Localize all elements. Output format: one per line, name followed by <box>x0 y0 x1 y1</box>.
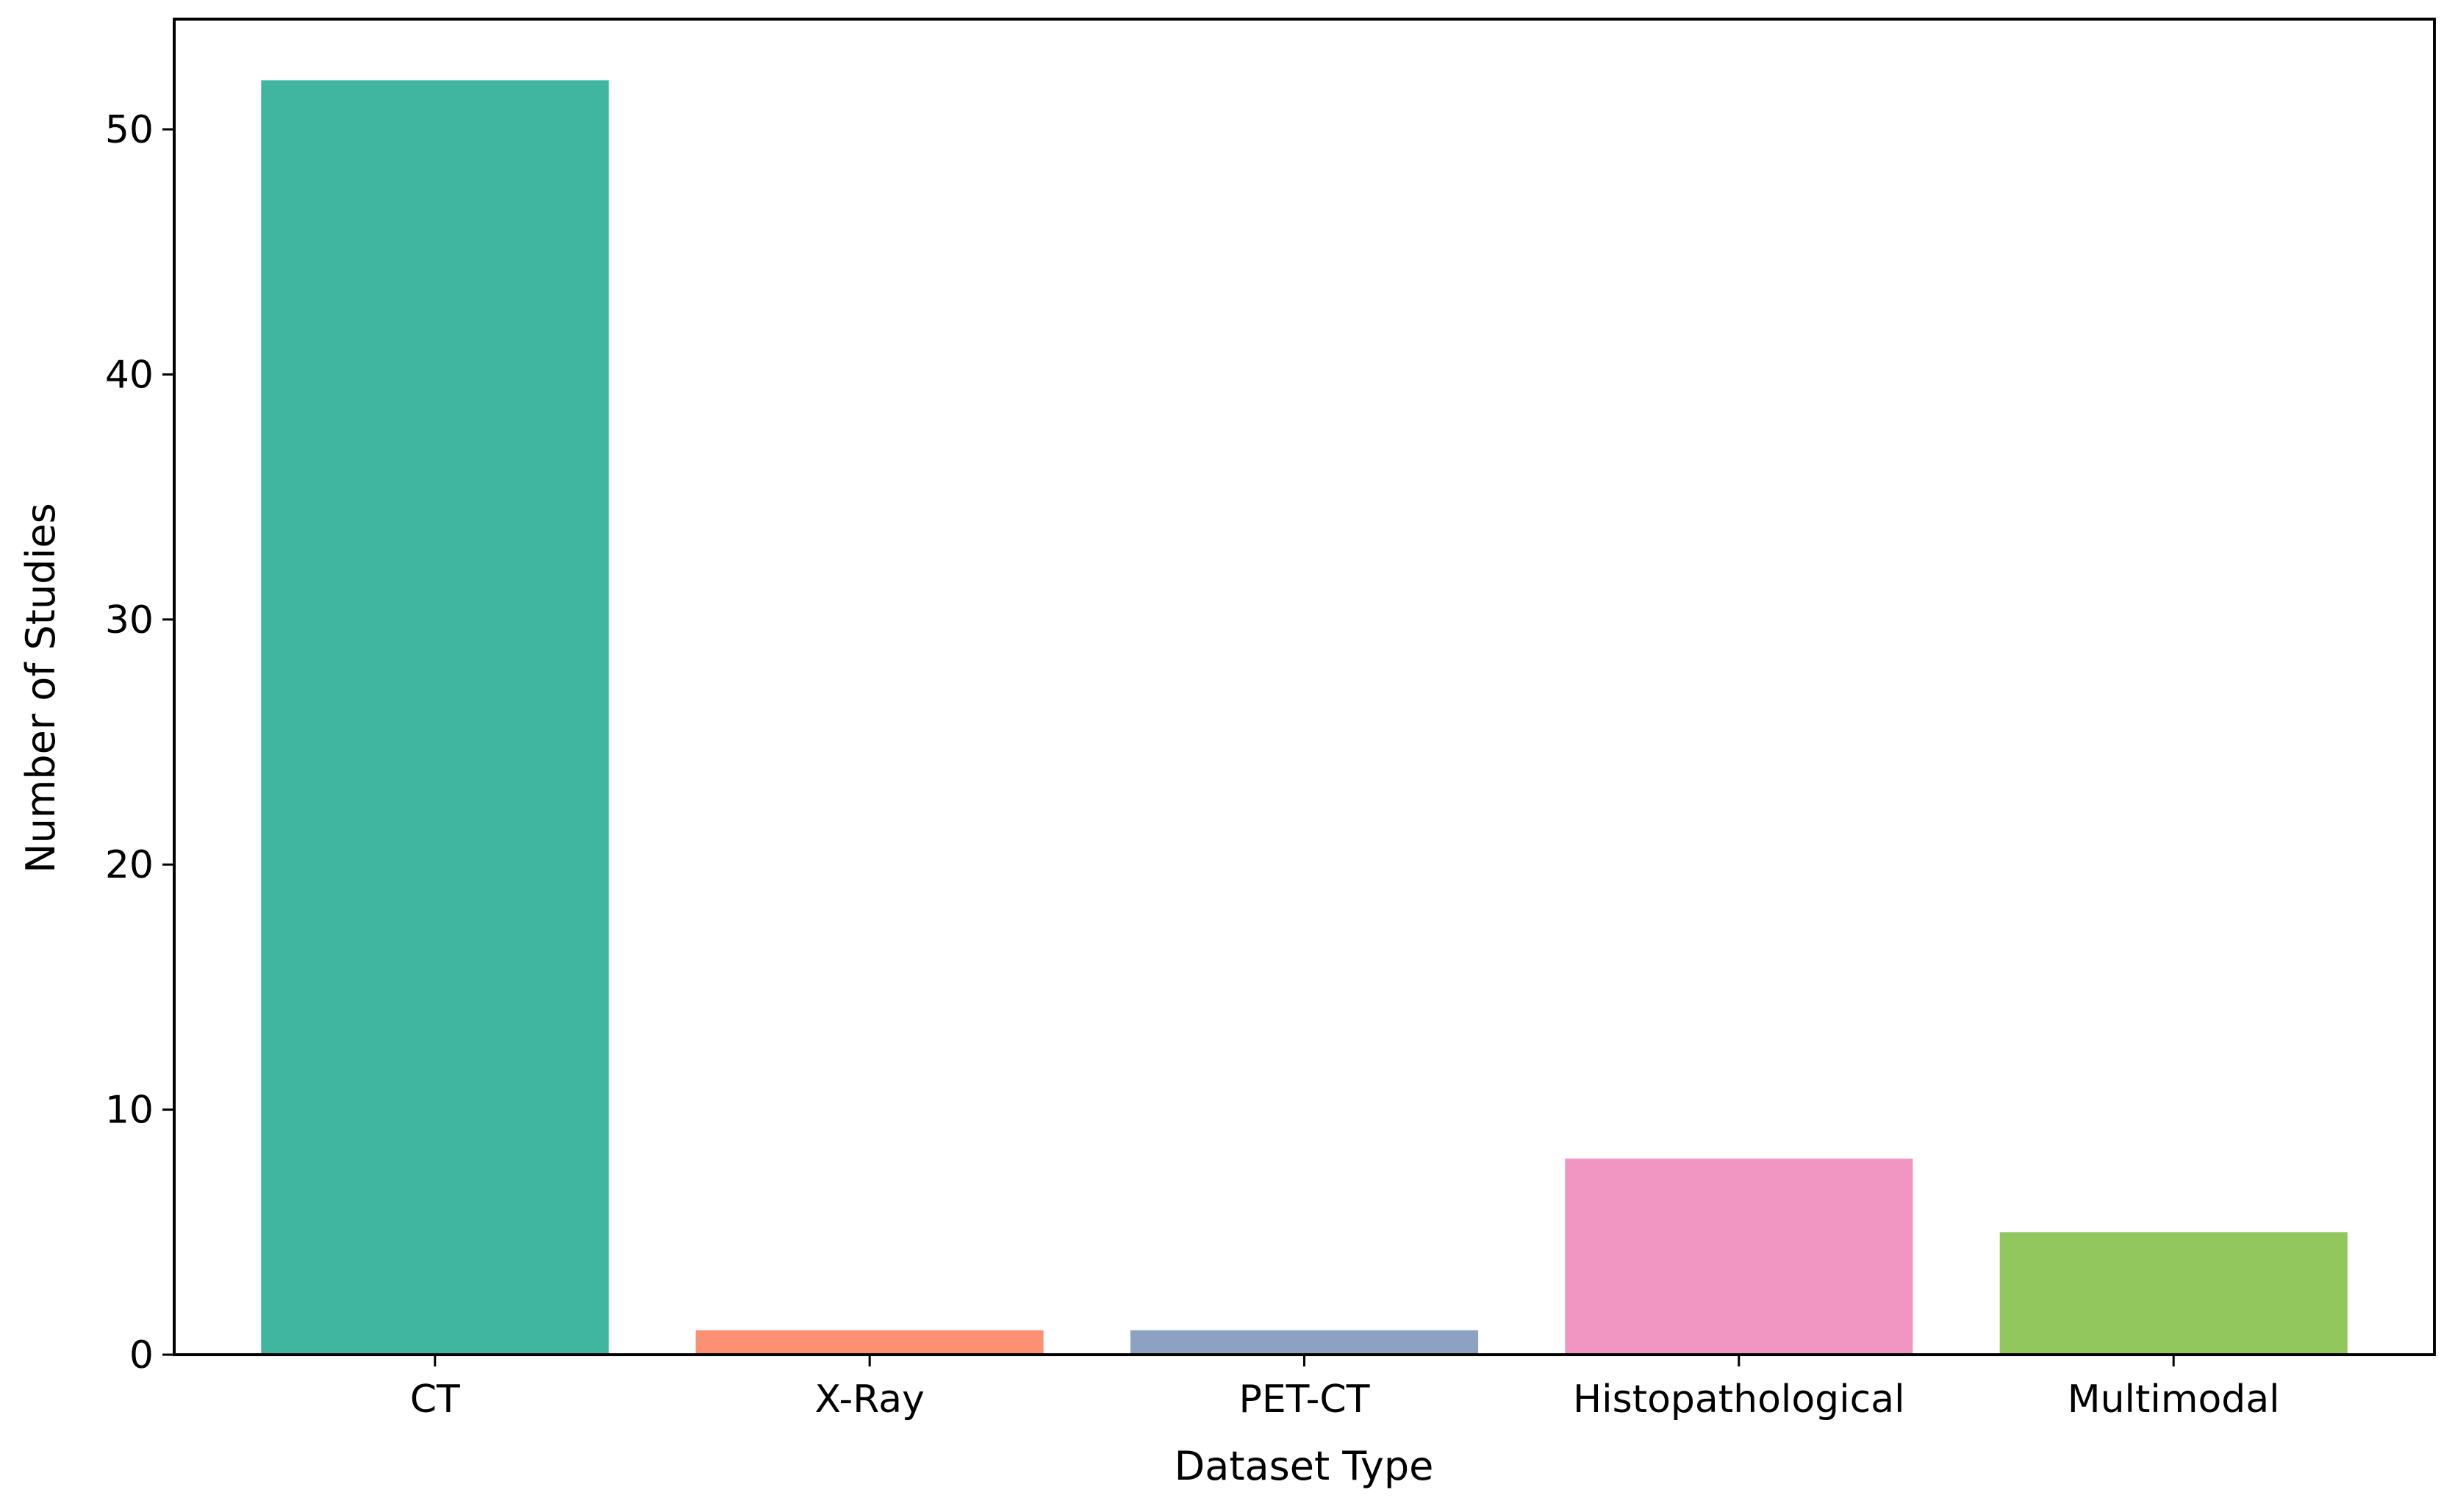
x-axis-label: Dataset Type <box>1175 1443 1434 1489</box>
y-axis-label: Number of Studies <box>18 503 64 873</box>
y-tick-label: 20 <box>105 843 154 887</box>
x-tick-label: PET-CT <box>1238 1377 1369 1422</box>
bar-x-ray <box>695 1330 1044 1355</box>
y-tick-label: 50 <box>105 108 154 152</box>
x-tick-label: Histopathological <box>1573 1377 1905 1422</box>
bar-histopathological <box>1565 1158 1913 1355</box>
y-tick-label: 10 <box>105 1089 154 1133</box>
y-tick-label: 0 <box>129 1333 154 1377</box>
y-tick-label: 40 <box>105 353 154 397</box>
y-tick-label: 30 <box>105 598 154 642</box>
bar-multimodal <box>1999 1232 2348 1355</box>
x-tick-label: Multimodal <box>2068 1377 2280 1422</box>
bar-ct <box>261 80 609 1355</box>
bar-pet-ct <box>1130 1330 1479 1355</box>
x-tick-label: X-Ray <box>814 1377 924 1422</box>
bars-layer <box>261 80 2348 1355</box>
x-tick-label: CT <box>410 1377 460 1422</box>
y-axis-ticks: 0 10 20 30 40 50 <box>105 108 174 1377</box>
x-axis-ticks: CT X-Ray PET-CT Histopathological Multimodal <box>410 1355 2280 1422</box>
plot-frame <box>173 18 2436 1356</box>
